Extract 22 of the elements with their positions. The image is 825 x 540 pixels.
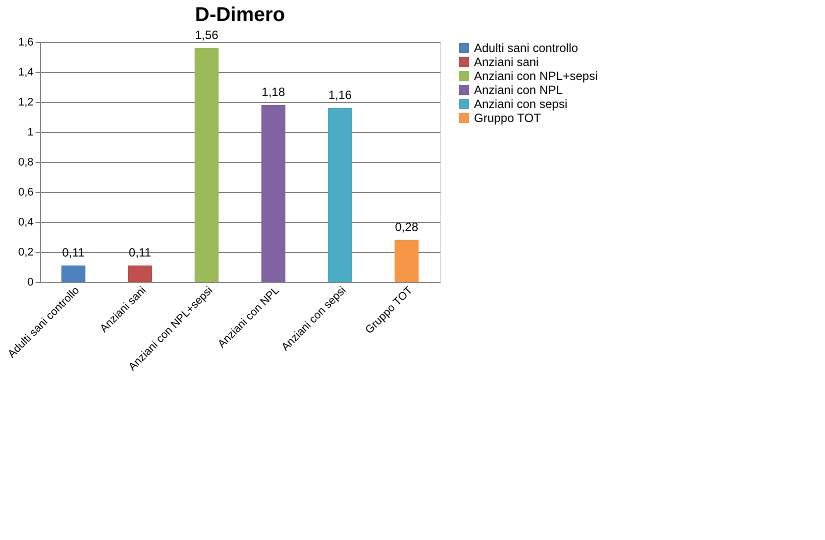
legend-label: Adulti sani controllo bbox=[474, 41, 578, 55]
y-tick-label: 1,4 bbox=[18, 66, 34, 78]
data-label: 1,56 bbox=[194, 28, 219, 42]
data-label: 0,28 bbox=[394, 220, 419, 234]
chart-title: D-Dimero bbox=[194, 4, 286, 26]
legend-label: Anziani con sepsi bbox=[474, 97, 568, 111]
y-tick-label: 0,8 bbox=[18, 156, 34, 168]
legend-label: Anziani con NPL+sepsi bbox=[474, 69, 598, 83]
y-tick-label: 0,4 bbox=[18, 216, 34, 228]
legend-label: Gruppo TOT bbox=[474, 111, 542, 125]
legend-label: Anziani con NPL bbox=[474, 83, 564, 97]
data-label: 0,11 bbox=[62, 246, 85, 260]
data-label: 1,18 bbox=[262, 85, 286, 99]
y-tick-label: 1,2 bbox=[18, 96, 34, 108]
y-tick-label: 1,6 bbox=[18, 36, 34, 48]
y-tick-label: 0,6 bbox=[18, 186, 34, 198]
y-tick-label: 0,2 bbox=[18, 246, 34, 258]
data-label: 1,16 bbox=[328, 88, 352, 102]
legend-label: Anziani sani bbox=[474, 55, 539, 69]
data-label: 0,11 bbox=[128, 246, 152, 260]
y-tick-label: 1 bbox=[27, 126, 34, 138]
y-tick-label: 0 bbox=[27, 276, 34, 288]
